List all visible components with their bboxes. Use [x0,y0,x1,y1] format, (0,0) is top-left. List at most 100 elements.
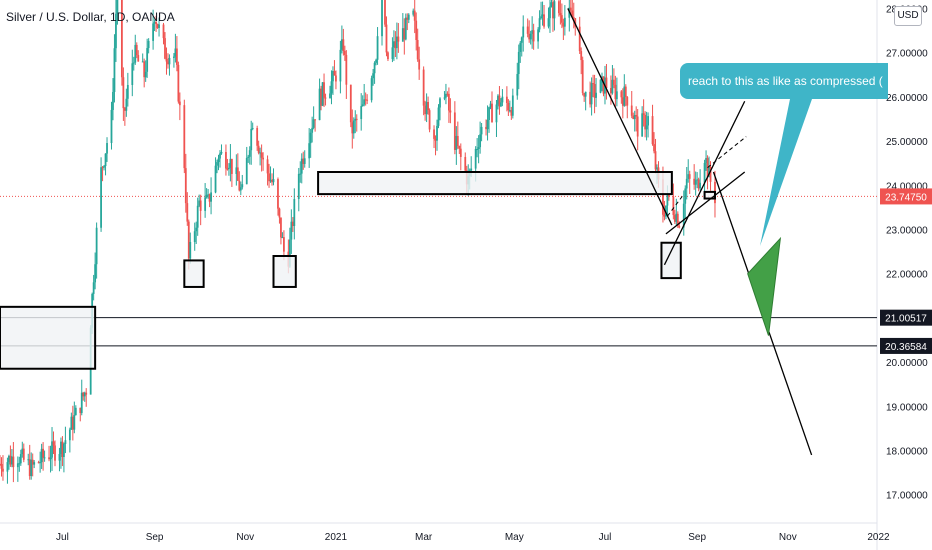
candle-body [173,56,175,58]
candle-body [71,416,74,430]
y-tick-label: 22.00000 [886,270,928,281]
candle-body [116,0,119,14]
candle-body [43,457,46,459]
candle-body [562,22,565,27]
candle-body [73,415,76,430]
candle-body [343,50,346,55]
candle-body [311,127,314,133]
candle-body [569,7,572,11]
candle-body [418,59,421,70]
candle-body [665,205,667,217]
candle-body [673,215,676,222]
candle-body [309,132,312,144]
candle-body [361,104,364,107]
candle-body [153,22,156,24]
candle-body [511,95,514,116]
candle-body [519,42,522,52]
candle-body [207,194,210,196]
candle-body [312,119,315,128]
candle-body [510,110,513,116]
candle-body [552,2,554,19]
candle-body [448,93,450,111]
candle-body [395,36,398,49]
candle-body [516,74,519,96]
candle-body [162,24,165,39]
candle-body [291,221,294,226]
candle-body [443,97,446,99]
candle-body [64,440,67,444]
candle-body [9,455,12,465]
candle-body [653,144,655,152]
candle-body [614,84,617,100]
annotation-callout[interactable]: reach to this as like as compressed ( [680,63,888,99]
candle-body [571,10,574,18]
callout-pointer [760,99,812,246]
candle-body [297,173,300,200]
candle-body [230,158,233,174]
candle-body [332,70,334,82]
candle-body [80,392,83,414]
candle-body [251,128,254,130]
candle-body [205,194,208,198]
candle-body [104,153,107,167]
candle-body [168,57,171,65]
candle-body [672,196,675,216]
support-zone-box [183,259,205,288]
candle-body [271,179,273,183]
candle-body [394,41,397,49]
candle-body [626,96,629,106]
candle-body [485,126,487,130]
currency-badge[interactable]: USD [894,6,922,26]
candle-body [16,463,19,468]
x-tick-label: Nov [236,532,254,543]
candle-body [599,79,602,93]
candle-body [321,82,324,106]
candle-body [694,180,697,185]
candle-body [134,44,137,63]
candle-body [122,77,125,109]
candle-body [459,148,462,157]
candle-body [51,441,53,458]
candle-body [100,167,102,228]
candle-body [33,462,36,465]
candle-body [164,38,166,59]
candle-body [106,143,108,154]
candle-body [477,147,480,149]
candle-body [560,15,563,23]
candle-body [277,179,279,209]
candle-body [257,145,260,153]
y-tick-label: 26.00000 [886,93,928,104]
candle-body [308,143,311,159]
candle-body [584,91,587,97]
candle-body [0,464,3,469]
candle-body [489,103,492,108]
candle-body [453,112,456,150]
candle-body [709,166,712,182]
candle-body [446,93,449,95]
candle-body [425,101,428,115]
y-tick-label: 25.00000 [886,137,928,148]
candle-body [642,113,645,115]
candle-body [610,87,612,94]
candle-body [595,92,597,98]
candle-body [293,199,296,226]
candle-body [583,93,586,97]
candle-body [302,158,305,164]
candle-body [320,88,322,106]
candle-body [693,178,696,185]
candle-body [613,79,615,85]
candle-body [329,93,331,99]
candle-body [433,129,435,139]
candle-body [541,14,544,17]
candle-body [699,182,702,189]
candle-body [195,227,198,232]
candle-body [155,22,157,25]
candle-body [581,60,584,94]
trend-line [663,100,746,266]
candle-body [178,101,181,106]
candle-body [18,463,21,465]
candle-body [456,135,459,146]
candle-body [184,168,187,204]
